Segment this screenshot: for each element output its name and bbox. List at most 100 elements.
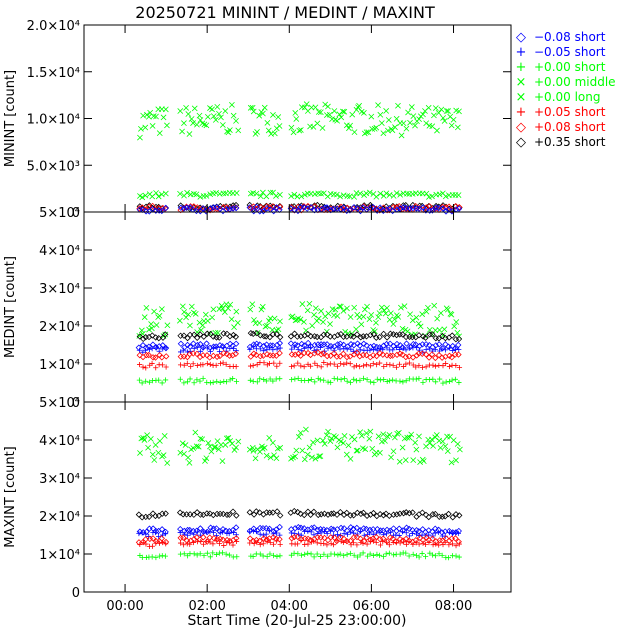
point [226,530,232,537]
x-axis-label: Start Time (20-Jul-25 23:00:00) [187,613,406,629]
point [370,538,377,544]
point [341,345,347,352]
point [430,362,436,368]
point [201,121,208,128]
point [157,553,163,559]
point [356,342,364,349]
point [310,508,318,515]
point [406,533,413,539]
point [327,321,333,327]
point [403,530,409,536]
point [209,314,216,321]
point [185,111,192,117]
point [301,456,308,463]
point [419,204,427,211]
point [426,327,433,333]
point [308,529,314,535]
point [381,363,387,370]
point [194,552,200,558]
point [386,550,392,556]
point [305,541,311,547]
point [274,346,280,352]
point [371,328,378,335]
point [377,527,384,534]
point [219,458,226,464]
point [253,508,260,515]
point [143,304,150,311]
point [318,364,324,370]
point [153,554,159,561]
point [327,333,334,340]
point [429,193,435,200]
point [194,529,200,535]
point [435,110,442,116]
point [440,363,446,369]
point [187,541,193,547]
point [289,313,296,320]
point [350,204,358,211]
point [387,310,394,317]
point [277,541,283,547]
point [426,207,433,214]
data-points [135,426,463,561]
point [204,529,210,535]
point [162,510,169,517]
point [350,512,357,519]
point [385,117,392,123]
point [153,322,160,328]
point [295,434,302,440]
point [231,324,237,331]
point [395,102,401,109]
point [302,551,308,557]
point [367,539,374,545]
point [403,509,410,516]
point [403,550,409,556]
point [367,204,374,212]
point [336,111,343,118]
point [452,511,460,518]
point [341,433,348,439]
point [277,333,284,341]
point [331,532,337,538]
point [387,362,393,368]
point [190,203,197,210]
point [227,438,234,444]
point [295,375,301,381]
point [149,341,157,348]
point [252,455,259,462]
point [254,129,260,135]
point [311,350,318,357]
point [198,538,204,545]
point [205,440,212,446]
point [298,363,304,369]
point [375,433,382,440]
point [426,331,433,338]
point [180,332,188,339]
point [357,528,364,534]
point [203,455,210,462]
point [304,451,311,458]
point [197,193,204,200]
point [398,304,404,311]
point [213,190,219,196]
point [253,203,260,211]
point [457,446,463,453]
point [223,379,230,385]
point [452,376,458,382]
point [223,511,231,518]
point [347,122,354,129]
point [341,108,348,115]
point [191,551,197,557]
point [383,551,389,557]
point [419,509,426,516]
point [276,123,283,129]
point [190,340,197,347]
point [408,431,415,438]
point [387,352,394,360]
point [276,349,283,357]
point [347,379,354,386]
point [451,323,458,330]
point [420,540,426,546]
point [358,432,365,439]
point [213,551,220,558]
